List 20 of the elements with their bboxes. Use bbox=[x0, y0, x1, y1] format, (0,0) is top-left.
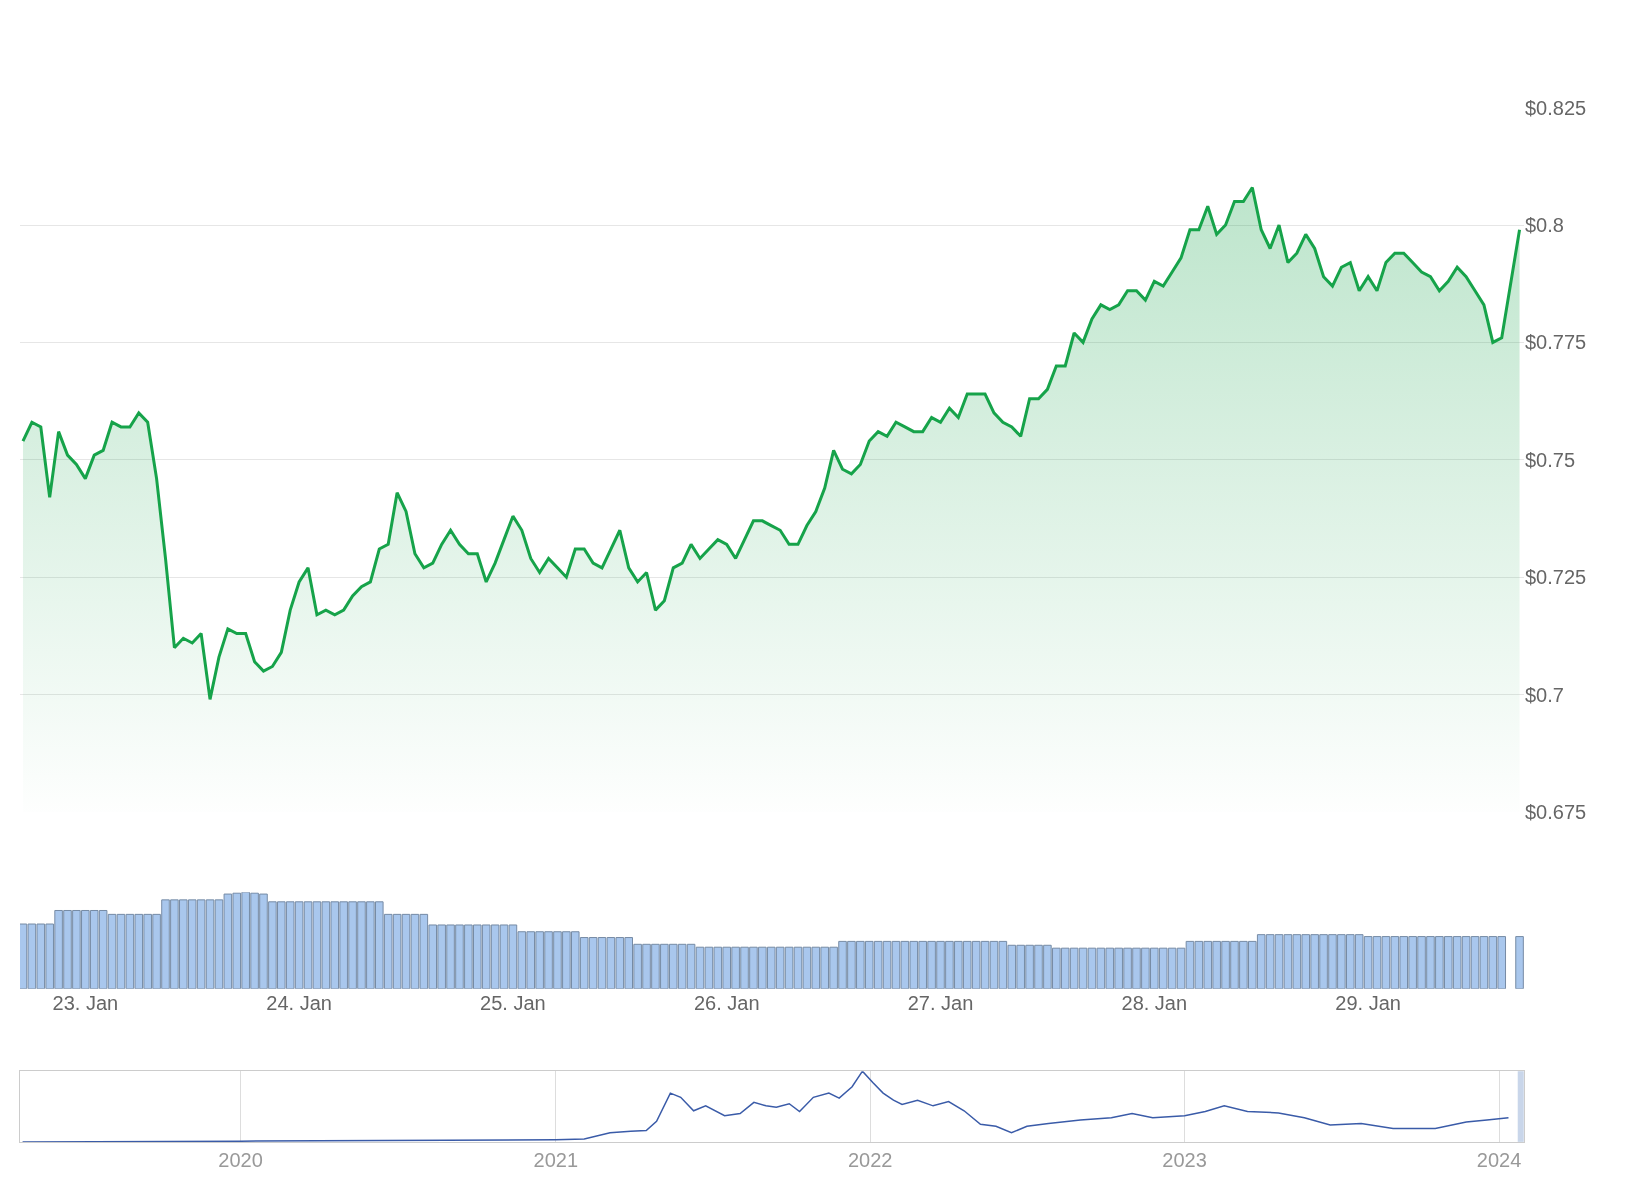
x-tick-label: 23. Jan bbox=[52, 991, 119, 1014]
y-tick-label: $0.825 bbox=[1525, 96, 1587, 119]
x-tick-label: 24. Jan bbox=[266, 991, 332, 1014]
y-tick-label: $0.675 bbox=[1525, 801, 1587, 824]
x-tick-label: 2023 bbox=[1162, 1148, 1207, 1171]
y-tick-label: $0.775 bbox=[1525, 331, 1587, 354]
bar bbox=[1515, 936, 1524, 989]
x-tick-label: 26. Jan bbox=[693, 991, 760, 1014]
y-tick-label: $0.8 bbox=[1525, 214, 1564, 237]
y-tick-label: $0.725 bbox=[1525, 566, 1587, 589]
x-tick-label: 25. Jan bbox=[480, 991, 546, 1014]
y-tick-label: $0.7 bbox=[1525, 683, 1564, 706]
x-tick-label: 29. Jan bbox=[1335, 991, 1401, 1014]
x-tick-label: 2020 bbox=[218, 1148, 263, 1171]
x-tick-label: 2022 bbox=[847, 1148, 893, 1171]
x-tick-label: 28. Jan bbox=[1121, 991, 1188, 1014]
x-tick-label: 2024 bbox=[1476, 1148, 1522, 1171]
x-tick-label: 2021 bbox=[533, 1148, 579, 1171]
y-tick-label: $0.75 bbox=[1525, 448, 1576, 471]
x-tick-label: 27. Jan bbox=[907, 991, 974, 1014]
